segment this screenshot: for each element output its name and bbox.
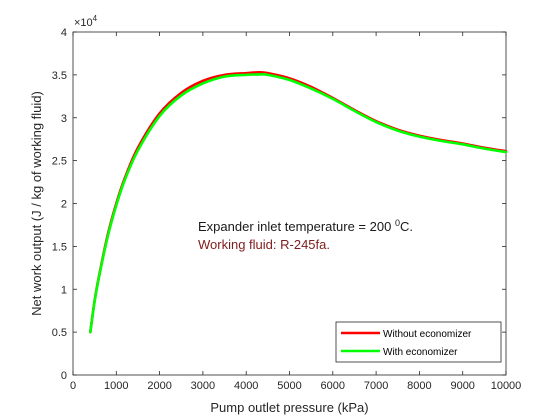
x-tick-label: 2000 (147, 380, 171, 392)
x-tick-label: 5000 (277, 380, 301, 392)
x-tick-label: 4000 (234, 380, 258, 392)
annotation-temperature: Expander inlet temperature = 200 0C. (198, 218, 413, 234)
y-axis-exponent-base: ×10 (74, 17, 93, 29)
x-tick-label: 8000 (407, 380, 431, 392)
y-tick-label: 0.5 (52, 327, 67, 339)
plot-area (72, 31, 507, 376)
y-tick-label: 1 (61, 284, 67, 296)
annotation-temperature-superscript: 0 (395, 218, 400, 228)
y-axis-label: Net work output (J / kg of working fluid… (29, 91, 44, 316)
x-tick-label: 7000 (364, 380, 388, 392)
y-tick-label: 1.5 (52, 241, 67, 253)
x-tick-label: 9000 (450, 380, 474, 392)
legend-label-with-economizer: With economizer (383, 347, 458, 358)
legend: Without economizer With economizer (335, 321, 502, 363)
x-tick-label: 1000 (104, 380, 128, 392)
annotation-temperature-text: Expander inlet temperature = 200 (198, 219, 395, 234)
legend-box (335, 321, 502, 363)
x-tick-label: 6000 (321, 380, 345, 392)
x-tick-label: 0 (70, 380, 76, 392)
x-tick-label: 3000 (191, 380, 215, 392)
x-tick-label: 10000 (491, 380, 522, 392)
y-tick-label: 4 (61, 27, 67, 39)
y-axis-ticks: 0 0.5 1 1.5 2 2.5 3 3.5 4 (52, 27, 506, 382)
y-axis-exponent: ×104 (74, 14, 98, 29)
series-line-with-economizer (89, 73, 508, 334)
annotation-temperature-unit: C. (400, 219, 413, 234)
y-tick-label: 3.5 (52, 70, 67, 82)
annotation-working-fluid: Working fluid: R-245fa. (198, 237, 330, 252)
y-axis-exponent-power: 4 (93, 14, 98, 23)
x-axis-ticks: 0 1000 2000 3000 4000 5000 6000 7000 8000 9000 100… (70, 32, 521, 392)
y-tick-label: 2.5 (52, 156, 67, 168)
series-layer (89, 70, 508, 334)
y-tick-label: 2 (61, 199, 67, 211)
y-tick-label: 3 (61, 113, 67, 125)
y-tick-label: 0 (61, 370, 67, 382)
legend-label-without-economizer: Without economizer (383, 329, 472, 340)
x-axis-label: Pump outlet pressure (kPa) (210, 400, 368, 415)
